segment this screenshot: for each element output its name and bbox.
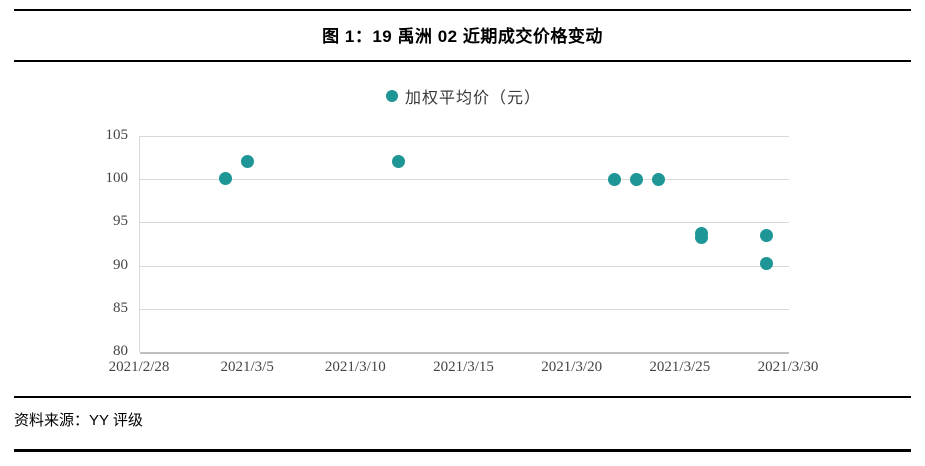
- x-tick-label: 2021/3/15: [433, 359, 494, 375]
- y-tick-label: 95: [113, 213, 128, 230]
- legend-label: 加权平均价（元）: [404, 90, 541, 107]
- data-point: [759, 228, 773, 242]
- data-point: [240, 154, 254, 168]
- source-text: 资料来源：YY 评级: [14, 412, 143, 429]
- x-tick-label: 2021/3/25: [649, 359, 711, 375]
- y-tick-label: 105: [105, 127, 129, 143]
- gridline: [140, 136, 789, 137]
- y-tick-label: 85: [113, 299, 128, 316]
- gridline: [140, 179, 789, 181]
- x-tick-label: 2021/3/5: [220, 359, 274, 375]
- source-divider-rule: [14, 396, 911, 398]
- y-tick-label: 100: [105, 170, 129, 187]
- legend-marker-icon: [385, 90, 398, 102]
- data-point: [608, 172, 622, 186]
- chart-legend: 加权平均价（元）: [139, 84, 788, 108]
- data-point: [651, 172, 665, 186]
- bottom-rule: [14, 449, 911, 452]
- data-point: [759, 257, 773, 271]
- gridline: [140, 265, 789, 267]
- x-tick-label: 2021/3/10: [324, 359, 386, 375]
- y-tick-label: 80: [113, 343, 128, 359]
- plot-area: [139, 136, 789, 354]
- gridline: [140, 222, 789, 224]
- y-tick-label: 90: [113, 256, 128, 273]
- title-divider-rule: [14, 60, 911, 62]
- x-tick-label: 2021/3/20: [541, 359, 603, 375]
- data-point: [630, 172, 644, 186]
- x-tick-label: 2021/3/30: [757, 359, 819, 375]
- data-point: [694, 230, 708, 244]
- gridline: [140, 308, 789, 310]
- data-point: [392, 154, 406, 168]
- data-point: [219, 171, 233, 185]
- top-rule: [14, 9, 911, 11]
- figure-title: 图 1：19 禹洲 02 近期成交价格变动: [322, 27, 603, 46]
- x-tick-label: 2021/2/28: [108, 359, 170, 375]
- x-axis-line: [140, 352, 789, 354]
